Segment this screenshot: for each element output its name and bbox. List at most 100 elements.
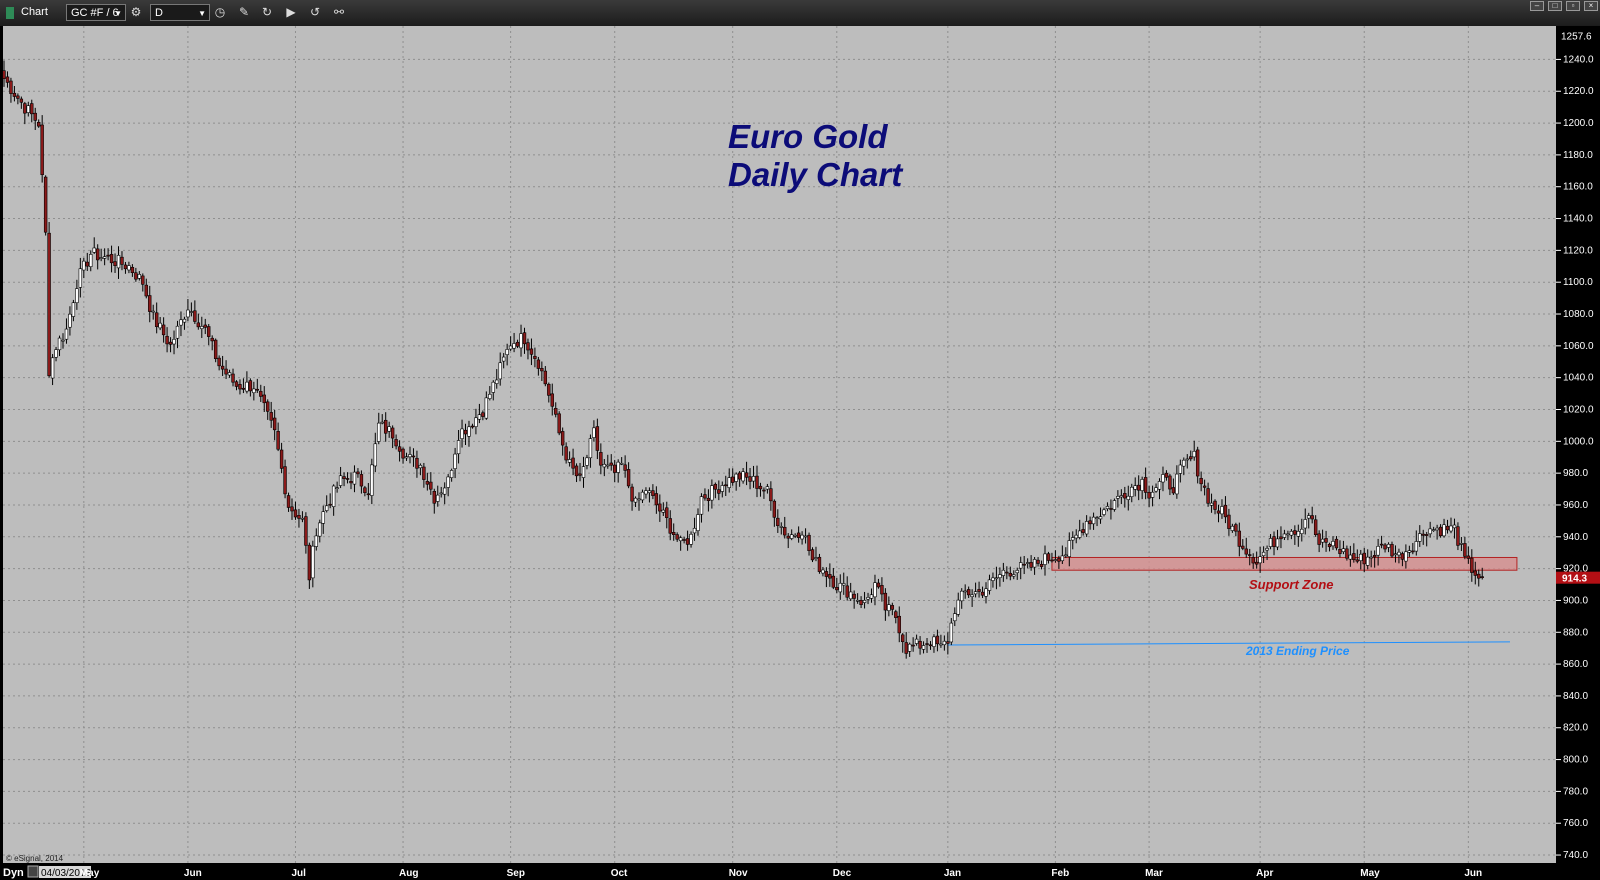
candle-body <box>1036 559 1040 564</box>
candle-body <box>907 643 912 652</box>
candle-body <box>363 487 367 493</box>
candle-body <box>1369 556 1373 559</box>
candle-body <box>727 477 731 488</box>
candle-body <box>9 80 13 94</box>
restore-icon[interactable]: ▫ <box>1566 1 1580 11</box>
candle-body <box>1064 554 1068 557</box>
candle-body <box>1050 559 1054 562</box>
candle-body <box>1397 551 1401 556</box>
minimize-icon[interactable]: – <box>1530 1 1544 11</box>
symbol-value: GC #F / 6 <box>71 7 119 19</box>
candle-body <box>616 461 620 473</box>
candle-body <box>1032 559 1037 568</box>
candle-body <box>904 642 908 654</box>
candle-body <box>1209 502 1214 506</box>
candle-body <box>266 401 270 412</box>
candle-body <box>19 98 24 103</box>
candle-body <box>154 312 159 327</box>
candle-body <box>685 538 690 545</box>
candle-body <box>647 490 652 494</box>
candle-body <box>724 484 728 487</box>
candle-body <box>1015 570 1019 574</box>
play-icon[interactable]: ▶ <box>286 5 296 19</box>
candle-body <box>1078 530 1082 538</box>
y-tick-label: 1080.0 <box>1563 309 1594 320</box>
link-icon[interactable]: ⚯ <box>333 5 345 19</box>
candle-body <box>595 426 600 451</box>
candle-body <box>682 539 686 541</box>
calendar-icon[interactable] <box>27 865 39 878</box>
clock-icon[interactable]: ◷ <box>214 5 226 19</box>
candle-body <box>1421 533 1425 536</box>
candle-body <box>1123 493 1127 499</box>
replay-icon[interactable]: ↺ <box>309 5 321 19</box>
candle-body <box>1223 504 1228 518</box>
candle-body <box>703 494 707 499</box>
candle-body <box>911 644 915 647</box>
candle-body <box>23 103 27 114</box>
candle-body <box>248 380 253 392</box>
candle-body <box>1001 569 1006 576</box>
candle-body <box>328 503 332 506</box>
date-field[interactable] <box>39 866 91 878</box>
candle-body <box>928 644 933 647</box>
candle-body <box>1025 562 1030 564</box>
candle-body <box>1185 458 1189 461</box>
candle-body <box>408 454 412 458</box>
candle-body <box>1046 553 1051 561</box>
candle-body <box>64 328 69 340</box>
candle-body <box>630 486 634 502</box>
chart-app-icon <box>6 7 14 19</box>
candle-body <box>613 464 617 473</box>
candle-body <box>404 456 409 459</box>
candle-body <box>210 337 214 342</box>
candle-body <box>786 535 790 539</box>
footer-mode[interactable]: Dyn <box>3 867 24 879</box>
symbol-selector[interactable]: GC #F / 6 ▼ <box>66 4 126 21</box>
x-tick-label: Jul <box>291 868 306 879</box>
candle-body <box>609 462 613 466</box>
candle-body <box>966 589 971 596</box>
interval-selector[interactable]: D ▼ <box>150 4 210 21</box>
candle-body <box>1102 509 1106 515</box>
y-tick-label: 1120.0 <box>1563 245 1593 256</box>
candle-body <box>488 393 492 399</box>
candle-body <box>651 490 655 496</box>
candle-body <box>571 457 575 469</box>
candle-body <box>946 641 950 644</box>
y-tick-label: 1180.0 <box>1563 150 1593 161</box>
candle-body <box>165 335 169 345</box>
candle-body <box>762 489 766 492</box>
settings-gear-icon[interactable]: ⚙ <box>130 5 142 19</box>
refresh-icon[interactable]: ↻ <box>261 5 273 19</box>
candle-body <box>481 412 485 417</box>
candle-body <box>526 342 530 351</box>
candle-body <box>335 487 339 489</box>
plot-area[interactable] <box>3 26 1556 863</box>
candle-body <box>699 496 704 515</box>
ending-price-line[interactable] <box>947 641 1510 646</box>
candle-body <box>1143 477 1148 493</box>
candle-body <box>418 464 423 469</box>
close-icon[interactable]: × <box>1584 1 1598 11</box>
support-zone[interactable] <box>1051 556 1518 571</box>
candle-body <box>1189 456 1193 460</box>
candle-body <box>619 462 624 465</box>
candle-body <box>1470 557 1474 573</box>
candle-body <box>1307 515 1311 519</box>
candle-body <box>1241 545 1245 549</box>
candle-body <box>1234 524 1238 532</box>
candle-body <box>1390 544 1394 557</box>
candle-body <box>92 247 96 253</box>
candle-body <box>85 261 89 267</box>
candle-body <box>515 341 520 347</box>
top-price-label: 1257.6 <box>1561 31 1592 42</box>
candle-body <box>560 431 565 446</box>
candle-body <box>1175 473 1179 495</box>
candle-body <box>99 257 103 259</box>
maximize-icon[interactable]: □ <box>1548 1 1562 11</box>
candle-body <box>1140 479 1144 491</box>
candle-body <box>1359 553 1363 561</box>
pencil-icon[interactable]: ✎ <box>238 5 250 19</box>
candle-body <box>973 591 978 595</box>
